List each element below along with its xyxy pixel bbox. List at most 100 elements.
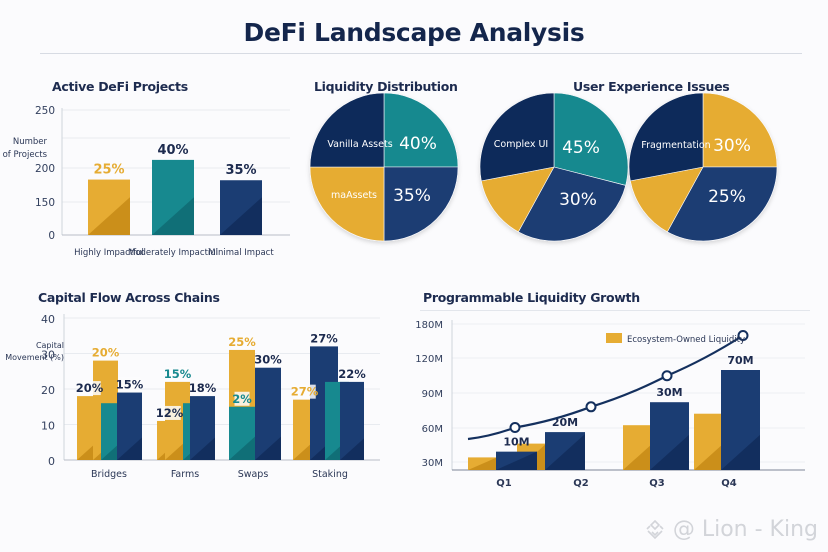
x-tick-label: Q2	[573, 478, 589, 489]
bar-label-bg	[230, 334, 254, 349]
y-tick-label: 60M	[422, 424, 443, 435]
capital-bar	[190, 396, 215, 460]
bar-value-label: 18%	[189, 381, 217, 395]
programmable-bar	[496, 451, 537, 470]
capital-bar	[229, 406, 255, 460]
x-tick-label: Minimal Impact	[208, 248, 274, 258]
bar-3	[220, 180, 262, 235]
capital-bar	[340, 381, 364, 460]
bar-label-bg	[293, 384, 316, 399]
capital-bar-shade	[190, 437, 215, 460]
watermark-text: @ Lion - King	[672, 517, 818, 542]
x-tick-label: Swaps	[238, 469, 269, 480]
bar-value-label: 27%	[310, 331, 338, 345]
pie-slice-value: 30%	[713, 136, 751, 156]
pie-slice	[309, 92, 385, 168]
ecosystem-bar	[623, 425, 650, 470]
ecosystem-bar-shade	[694, 445, 721, 470]
ecosystem-bar	[468, 457, 497, 470]
bar-label-bg	[256, 352, 280, 367]
bar-label-bg	[340, 366, 364, 381]
bar-value-label: 30%	[254, 353, 282, 367]
y-tick-label: 180M	[415, 320, 443, 331]
bar-value-label: 25%	[228, 335, 256, 349]
bar-value-label: 27%	[291, 385, 319, 399]
capital-bar-shade	[255, 436, 281, 460]
bar-1-shade	[88, 197, 130, 235]
pie-slice-value: 25%	[708, 187, 746, 207]
y-tick-label: 30M	[422, 458, 443, 469]
bar-label-bg	[94, 345, 117, 360]
pie-slice	[383, 166, 459, 242]
pie-slice	[702, 92, 778, 168]
pie-slice-label: Fragmentation	[641, 140, 710, 151]
legend-swatch	[606, 333, 622, 343]
liquidity-growth-chart: 30M 60M 90M 120M 180M 10M 20M 30M 70M Q1 Q2 Q3 Q4 Eco…	[415, 320, 805, 489]
x-tick-label: Moderately Impactiul	[128, 248, 218, 258]
pie-slice-value: 45%	[562, 138, 600, 158]
bar-label-bg	[312, 331, 336, 346]
x-tick-label: Farms	[171, 469, 199, 480]
x-tick-label: Q3	[649, 478, 665, 489]
programmable-bar-shade	[496, 451, 537, 470]
x-tick-label: Highly Impactful	[74, 248, 144, 258]
y-tick-label: 10	[41, 420, 55, 433]
capital-bar-shade	[229, 436, 255, 460]
liquidity-distribution-title: Liquidity Distribution	[314, 79, 458, 94]
capital-bar-shade	[340, 438, 364, 460]
programmable-bar-shade	[650, 434, 689, 470]
programmable-bar	[650, 402, 689, 470]
bar-label-bg	[158, 405, 181, 420]
bar-label-bg	[234, 391, 250, 406]
ecosystem-bar-shade	[623, 445, 650, 470]
pie-slice-label: maAssets	[331, 190, 377, 201]
title-divider	[40, 53, 802, 54]
y-tick-label: 120M	[415, 354, 443, 365]
pie-slice	[480, 166, 555, 233]
bar-value-label: 12%	[156, 406, 184, 420]
ux-issues-a-pie	[479, 92, 629, 242]
y-tick-label: 0	[48, 230, 55, 242]
bar-value-label: 22%	[338, 367, 366, 381]
bar-2-shade	[152, 197, 194, 235]
pie-slice-label: Complex UI	[494, 139, 548, 150]
bar-value-label: 30M	[656, 386, 682, 399]
bar-label-bg	[78, 381, 101, 396]
y-axis-label: Movement (%)	[5, 353, 64, 362]
x-tick-label: Bridges	[91, 469, 127, 480]
capital-bar-shade	[117, 437, 142, 460]
legend: Ecosystem-Owned Liquidity	[606, 333, 745, 345]
y-tick-label: 250	[35, 105, 55, 117]
liquidity-distribution-pie	[309, 92, 459, 242]
ux-issues-title: User Experience Issues	[573, 79, 730, 94]
y-axis-label: Number	[13, 137, 48, 147]
capital-flow-chart: 0 10 20 30 40 Capital Movement (%) 20% 20% 15% Bri…	[5, 313, 380, 480]
y-tick-label: 150	[35, 197, 55, 209]
bar-value-label: 40%	[157, 143, 188, 158]
pie-slice	[553, 92, 629, 186]
pie-slice-value: 30%	[559, 190, 597, 210]
y-tick-label: 40	[41, 313, 55, 326]
active-projects-title: Active DeFi Projects	[52, 79, 188, 94]
bar-label-bg	[166, 366, 189, 381]
pie-slice-value: 40%	[399, 134, 437, 154]
y-axis-label: Capital	[36, 341, 64, 350]
x-tick-label: Q1	[496, 478, 512, 489]
pie-slice	[666, 166, 778, 242]
bar-2	[152, 159, 194, 235]
y-tick-label: 20	[41, 384, 55, 397]
y-axis-label: of Projects	[3, 150, 48, 160]
bar-1	[88, 179, 130, 235]
legend-label: Ecosystem-Owned Liquidity	[627, 335, 745, 345]
pie-slice	[629, 166, 704, 233]
pie-slice	[309, 166, 385, 242]
pie-slice-value: 35%	[393, 186, 431, 206]
liquidity-growth-title: Programmable Liquidity Growth	[423, 290, 640, 305]
page-title: DeFi Landscape Analysis	[243, 18, 585, 47]
bar-value-label: 35%	[225, 163, 256, 178]
trend-point	[509, 422, 521, 433]
pie-slice	[517, 166, 627, 242]
programmable-bar-shade	[721, 434, 760, 470]
pie-slice	[628, 92, 704, 182]
